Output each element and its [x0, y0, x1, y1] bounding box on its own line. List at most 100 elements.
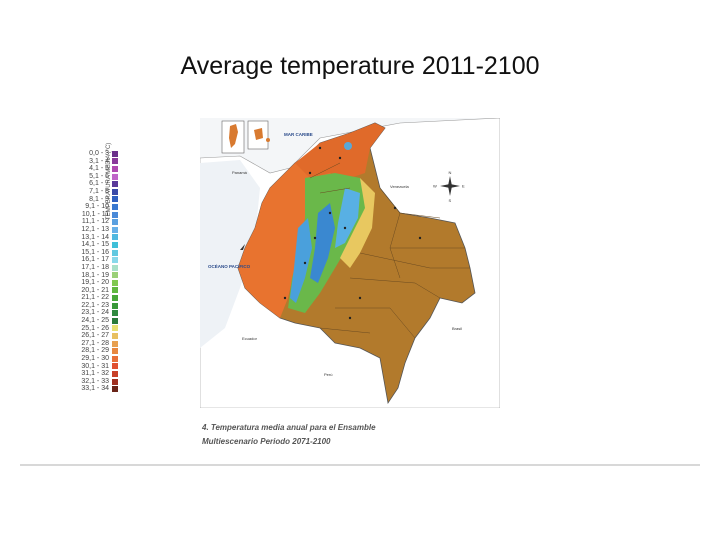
legend-item-swatch [112, 249, 118, 256]
compass-e: E [462, 184, 465, 189]
temperature-legend: 0,0 - 3 3,1 - 4 4,1 - 5 5,1 - 6 6,1 - 7 7,1 -… [56, 150, 118, 393]
legend-item-label: 30,1 - 31 [81, 362, 109, 370]
legend-item: 7,1 - 8 [56, 188, 118, 196]
legend-item-swatch [112, 150, 118, 157]
legend-item-swatch [112, 173, 118, 180]
legend-item-label: 26,1 - 27 [81, 332, 109, 340]
legend-item: 11,1 - 12 [56, 218, 118, 226]
legend-item: 26,1 - 27 [56, 332, 118, 340]
region-caribbean [295, 123, 385, 178]
label-peru: Perú [324, 372, 332, 377]
legend-item-swatch [112, 181, 118, 188]
pacific-ocean [200, 160, 260, 348]
legend-item: 17,1 - 18 [56, 264, 118, 272]
legend-axis-label: TEMPERATURA MEDIA (°C) [104, 143, 114, 230]
label-caribbean: MAR CARIBE [284, 132, 313, 137]
legend-item-swatch [112, 325, 118, 332]
legend-item-swatch [112, 310, 118, 317]
legend-item: 14,1 - 15 [56, 241, 118, 249]
legend-item-swatch [112, 317, 118, 324]
legend-item-label: 32,1 - 33 [81, 377, 109, 385]
legend-item: 31,1 - 32 [56, 370, 118, 378]
legend-item-swatch [112, 386, 118, 393]
legend-item-label: 6,1 - 7 [89, 180, 109, 188]
legend-item-label: 12,1 - 13 [81, 225, 109, 233]
colombia-temperature-map: MAR CARIBE OCÉANO PACÍFICO Venezuela Pan… [200, 118, 500, 408]
legend-item-swatch [112, 295, 118, 302]
legend-item-swatch [112, 363, 118, 370]
legend-item-label: 5,1 - 6 [89, 172, 109, 180]
legend-item-label: 20,1 - 21 [81, 286, 109, 294]
legend-item: 20,1 - 21 [56, 287, 118, 295]
legend-item-label: 0,0 - 3 [89, 150, 109, 157]
legend-item-label: 28,1 - 29 [81, 347, 109, 355]
legend-item-label: 13,1 - 14 [81, 233, 109, 241]
legend-item: 22,1 - 23 [56, 302, 118, 310]
legend-item-swatch [112, 348, 118, 355]
legend-item-label: 15,1 - 16 [81, 248, 109, 256]
label-panama: Panamá [232, 170, 248, 175]
department-borders [309, 162, 470, 339]
legend-item-label: 18,1 - 19 [81, 271, 109, 279]
legend-item-swatch [112, 264, 118, 271]
legend-item-swatch [112, 302, 118, 309]
legend-item: 18,1 - 19 [56, 272, 118, 280]
legend-item: 16,1 - 17 [56, 256, 118, 264]
legend-item: 19,1 - 20 [56, 279, 118, 287]
legend-item-swatch [112, 158, 118, 165]
legend-item-label: 33,1 - 34 [81, 385, 109, 393]
legend-item: 23,1 - 24 [56, 309, 118, 317]
scale-marker-icon [240, 244, 245, 250]
legend-item-label: 16,1 - 17 [81, 256, 109, 264]
label-venezuela: Venezuela [390, 184, 409, 189]
legend-item: 29,1 - 30 [56, 355, 118, 363]
legend-item-swatch [112, 211, 118, 218]
legend-item: 32,1 - 33 [56, 378, 118, 386]
label-ecuador: Ecuador [242, 336, 258, 341]
legend-item: 28,1 - 29 [56, 347, 118, 355]
legend-item: 5,1 - 6 [56, 173, 118, 181]
legend-item-label: 4,1 - 5 [89, 165, 109, 173]
page-title: Average temperature 2011-2100 [180, 52, 540, 80]
sierra-nevada [344, 142, 352, 150]
legend-item: 30,1 - 31 [56, 363, 118, 371]
legend-item-swatch [112, 165, 118, 172]
legend-item-swatch [112, 371, 118, 378]
legend-item-label: 27,1 - 28 [81, 339, 109, 347]
legend-item-swatch [112, 203, 118, 210]
map-caption: 4. Temperatura media anual para el Ensam… [202, 421, 462, 449]
legend-item-label: 8,1 - 9 [89, 195, 109, 203]
legend-item: 0,0 - 3 [56, 150, 118, 158]
legend-item-swatch [112, 226, 118, 233]
legend-item-swatch [112, 188, 118, 195]
legend-item: 4,1 - 5 [56, 165, 118, 173]
compass-w: W [433, 184, 437, 189]
legend-item-label: 7,1 - 8 [89, 187, 109, 195]
legend-item-label: 19,1 - 20 [81, 279, 109, 287]
legend-item: 25,1 - 26 [56, 325, 118, 333]
legend-item-label: 10,1 - 11 [81, 210, 109, 218]
legend-item-swatch [112, 378, 118, 385]
legend-item-label: 11,1 - 12 [81, 218, 109, 226]
legend-item-label: 23,1 - 24 [81, 309, 109, 317]
legend-item-label: 9,1 - 10 [85, 203, 109, 211]
legend-item-label: 25,1 - 26 [81, 324, 109, 332]
legend-item: 13,1 - 14 [56, 234, 118, 242]
caption-line-1: 4. Temperatura media anual para el Ensam… [202, 423, 376, 432]
label-pacific: OCÉANO PACÍFICO [208, 262, 251, 269]
legend-item-swatch [112, 234, 118, 241]
region-andes-cold-east [335, 188, 360, 248]
legend-item: 21,1 - 22 [56, 294, 118, 302]
legend-item: 6,1 - 7 [56, 180, 118, 188]
region-andes-cold-west [290, 218, 312, 303]
city-points [283, 146, 422, 320]
compass-n: N [449, 170, 452, 175]
legend-item-swatch [112, 355, 118, 362]
region-andes-cold-central [310, 203, 335, 283]
legend-item-swatch [112, 257, 118, 264]
legend-item-swatch [112, 196, 118, 203]
legend-item-label: 3,1 - 4 [89, 157, 109, 165]
legend-item: 12,1 - 13 [56, 226, 118, 234]
legend-item-swatch [112, 340, 118, 347]
footer-divider [20, 464, 700, 466]
